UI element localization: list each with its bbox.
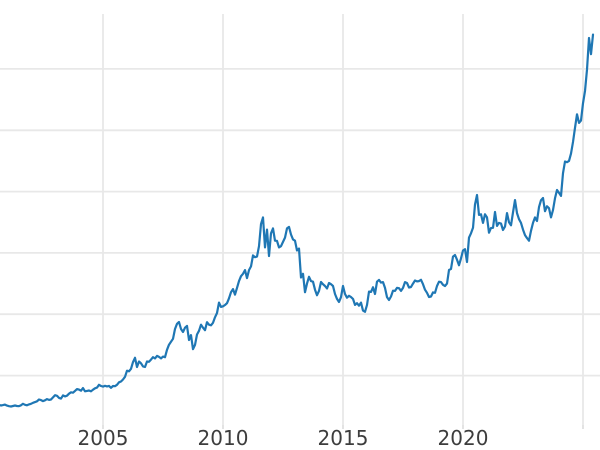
x-tick-label-2020: 2020: [438, 426, 489, 450]
x-tick-label-2005: 2005: [78, 426, 129, 450]
x-tick-label-2015: 2015: [318, 426, 369, 450]
price-series-line: [0, 33, 595, 408]
x-tick-label-2010: 2010: [198, 426, 249, 450]
